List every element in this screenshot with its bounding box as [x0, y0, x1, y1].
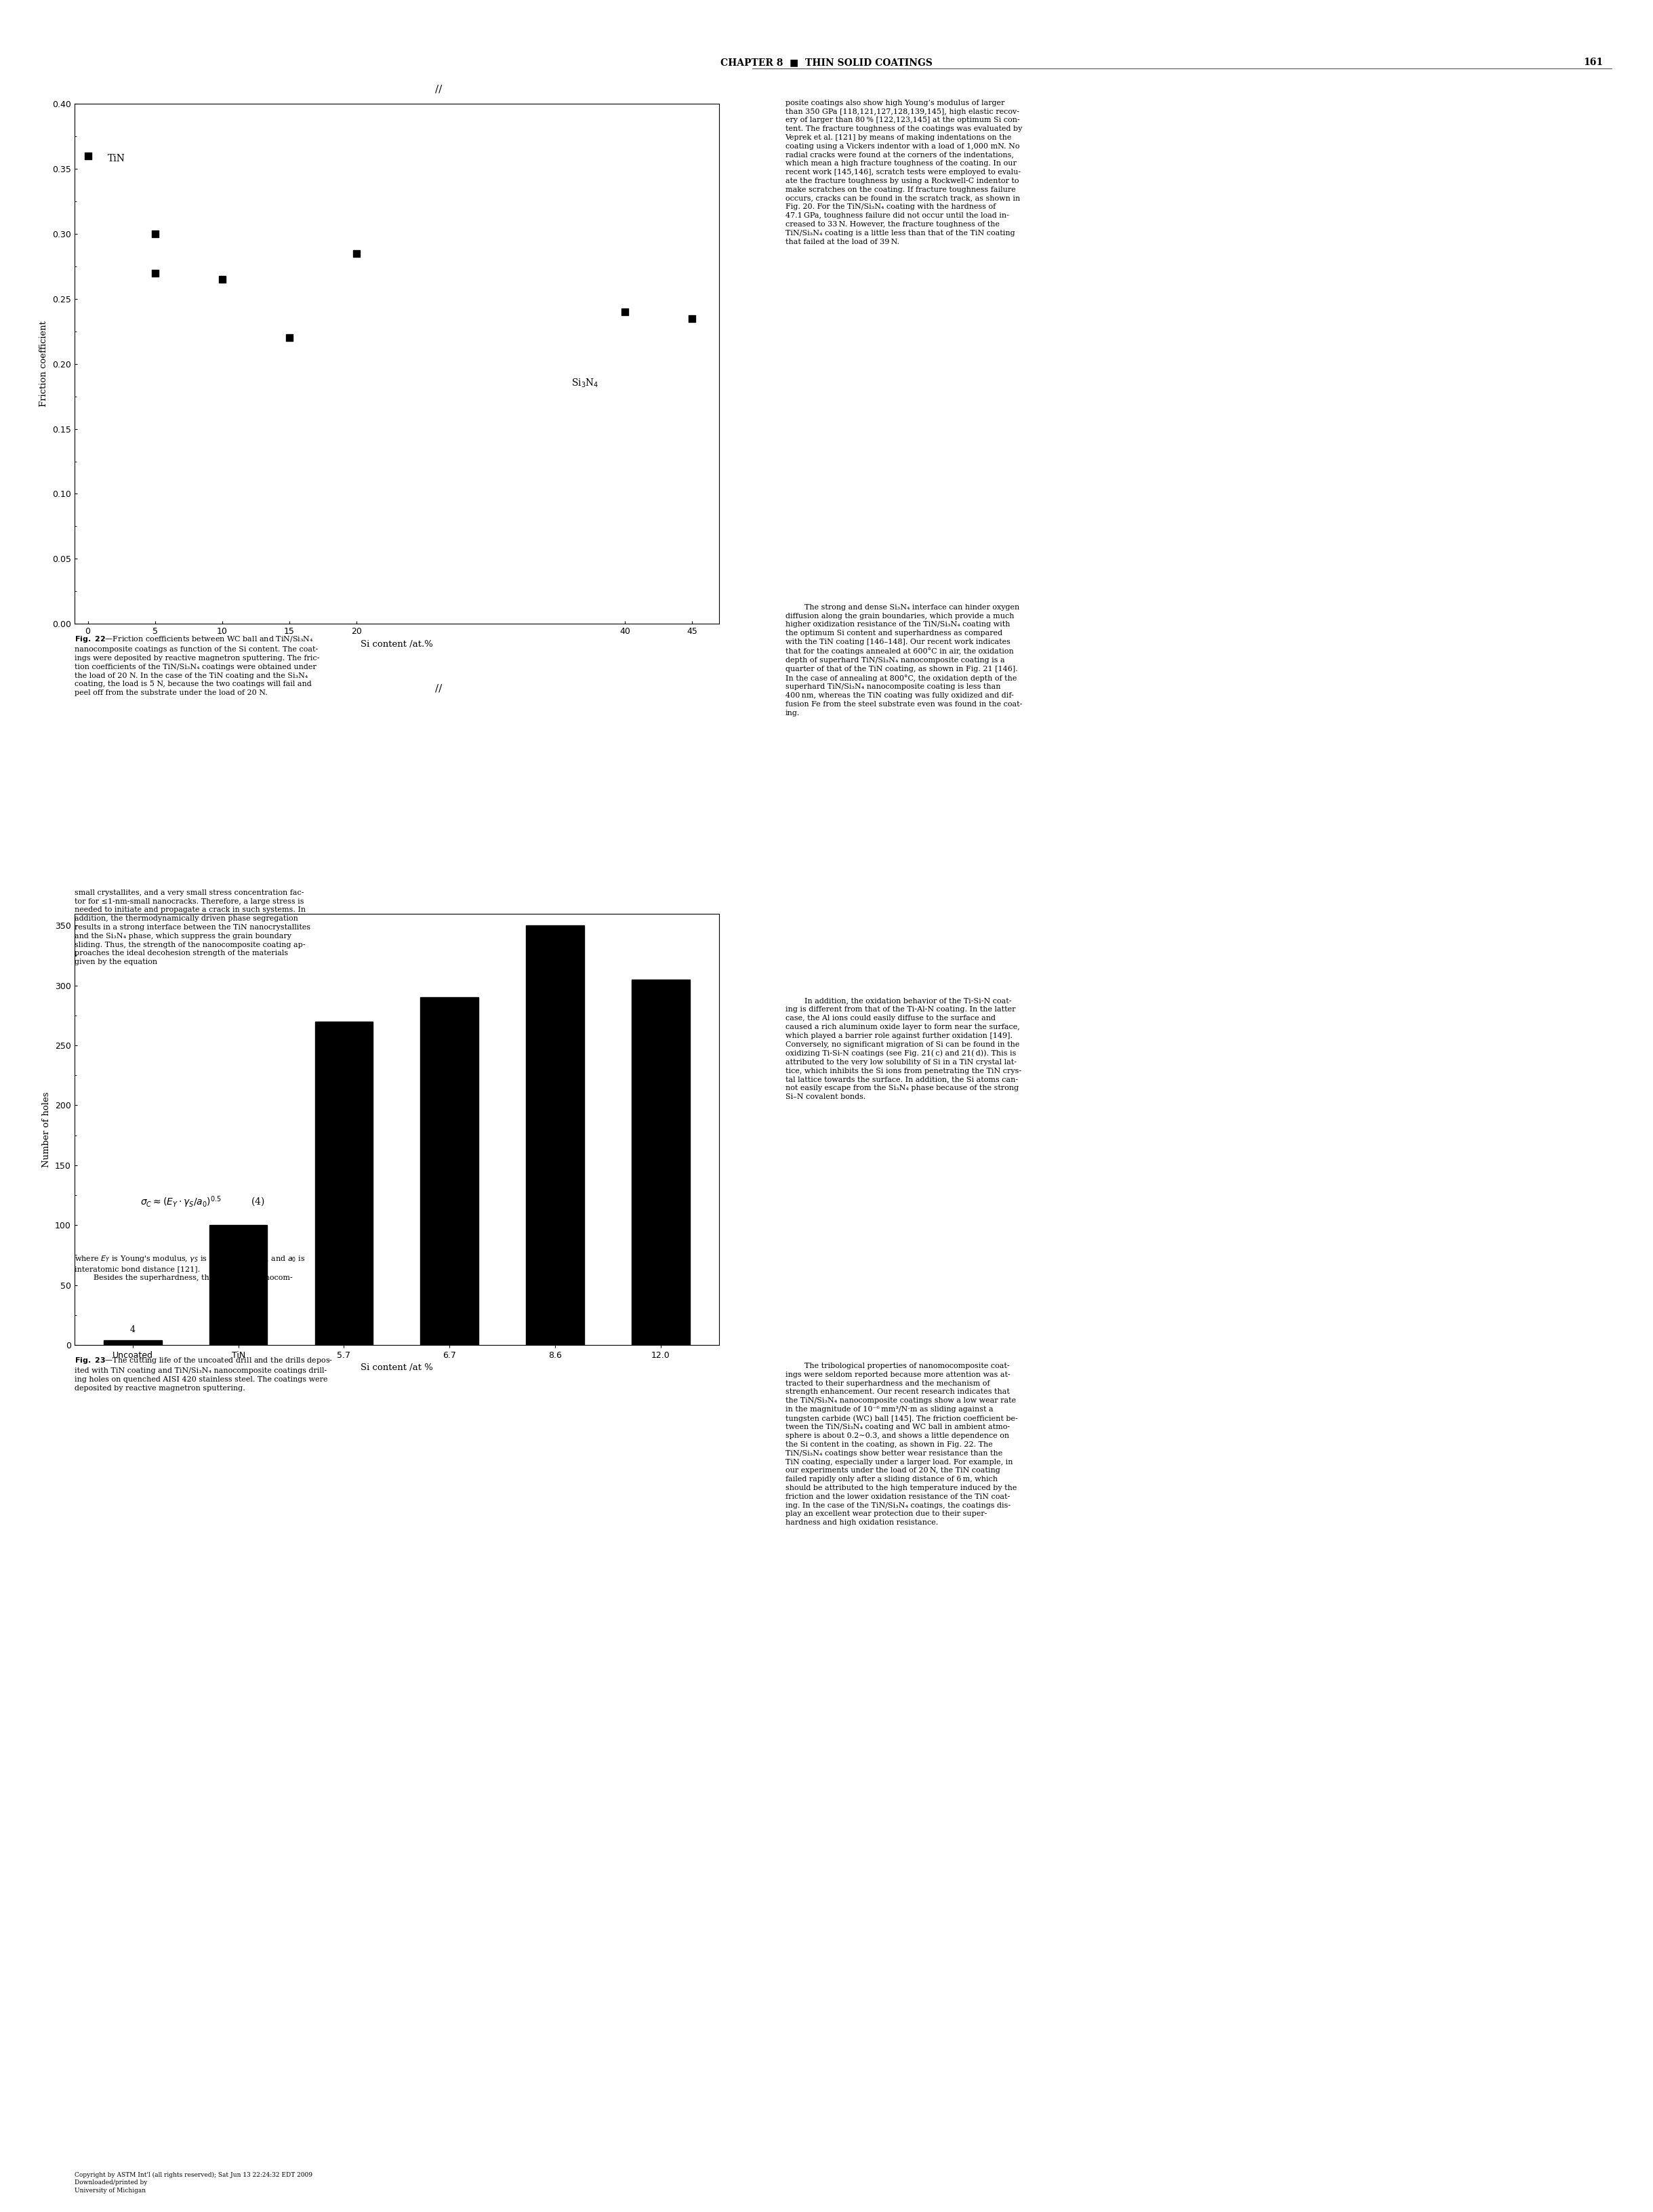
- Y-axis label: Number of holes: Number of holes: [43, 1091, 51, 1168]
- X-axis label: Si content /at.%: Si content /at.%: [360, 639, 433, 648]
- Text: In addition, the oxidation behavior of the Ti-Si-N coat-
ing is different from t: In addition, the oxidation behavior of t…: [785, 998, 1022, 1099]
- Point: [74, 139, 101, 175]
- Text: //: //: [435, 84, 441, 93]
- Point: [344, 237, 370, 272]
- Bar: [314, 1022, 374, 1345]
- Text: $\mathbf{Fig.\ 23}$—The cutting life of the uncoated drill and the drills depos-: $\mathbf{Fig.\ 23}$—The cutting life of …: [74, 1356, 332, 1391]
- Point: [208, 261, 235, 296]
- Text: TiN: TiN: [107, 155, 126, 164]
- Point: [142, 254, 169, 290]
- Text: $\mathbf{Fig.\ 22}$—Friction coefficients between WC ball and TiN/Si₃N₄
nanocomp: $\mathbf{Fig.\ 22}$—Friction coefficient…: [74, 635, 319, 697]
- X-axis label: Si content /at %: Si content /at %: [360, 1363, 433, 1371]
- Text: 161: 161: [1584, 58, 1603, 66]
- Text: //: //: [435, 684, 441, 692]
- Text: where $E_Y$ is Young's modulus, $\gamma_S$ is surface energy, and $a_0$ is
inter: where $E_Y$ is Young's modulus, $\gamma_…: [74, 1254, 306, 1281]
- Point: [612, 294, 638, 330]
- Point: [276, 321, 302, 356]
- Text: The strong and dense Si₃N₄ interface can hinder oxygen
diffusion along the grain: The strong and dense Si₃N₄ interface can…: [785, 604, 1022, 717]
- Y-axis label: Friction coefficient: Friction coefficient: [40, 321, 48, 407]
- Text: small crystallites, and a very small stress concentration fac-
tor for ≤1-nm-sma: small crystallites, and a very small str…: [74, 889, 311, 964]
- Bar: [526, 925, 584, 1345]
- Bar: [420, 998, 479, 1345]
- Bar: [210, 1225, 268, 1345]
- Text: Si$_3$N$_4$: Si$_3$N$_4$: [572, 378, 598, 389]
- Bar: [104, 1340, 162, 1345]
- Point: [679, 301, 706, 336]
- Text: $\sigma_C \approx (E_Y \cdot \gamma_S/a_0)^{0.5}$          (4): $\sigma_C \approx (E_Y \cdot \gamma_S/a_…: [141, 1194, 264, 1210]
- Text: The tribological properties of nanomocomposite coat-
ings were seldom reported b: The tribological properties of nanomocom…: [785, 1363, 1018, 1526]
- Text: Copyright by ASTM Int'l (all rights reserved); Sat Jun 13 22:24:32 EDT 2009
Down: Copyright by ASTM Int'l (all rights rese…: [74, 2172, 312, 2194]
- Bar: [631, 980, 689, 1345]
- Text: 4: 4: [131, 1325, 136, 1334]
- Point: [142, 217, 169, 252]
- Text: CHAPTER 8  ■  THIN SOLID COATINGS: CHAPTER 8 ■ THIN SOLID COATINGS: [721, 58, 932, 66]
- Text: posite coatings also show high Young’s modulus of larger
than 350 GPa [118,121,1: posite coatings also show high Young’s m…: [785, 100, 1022, 246]
